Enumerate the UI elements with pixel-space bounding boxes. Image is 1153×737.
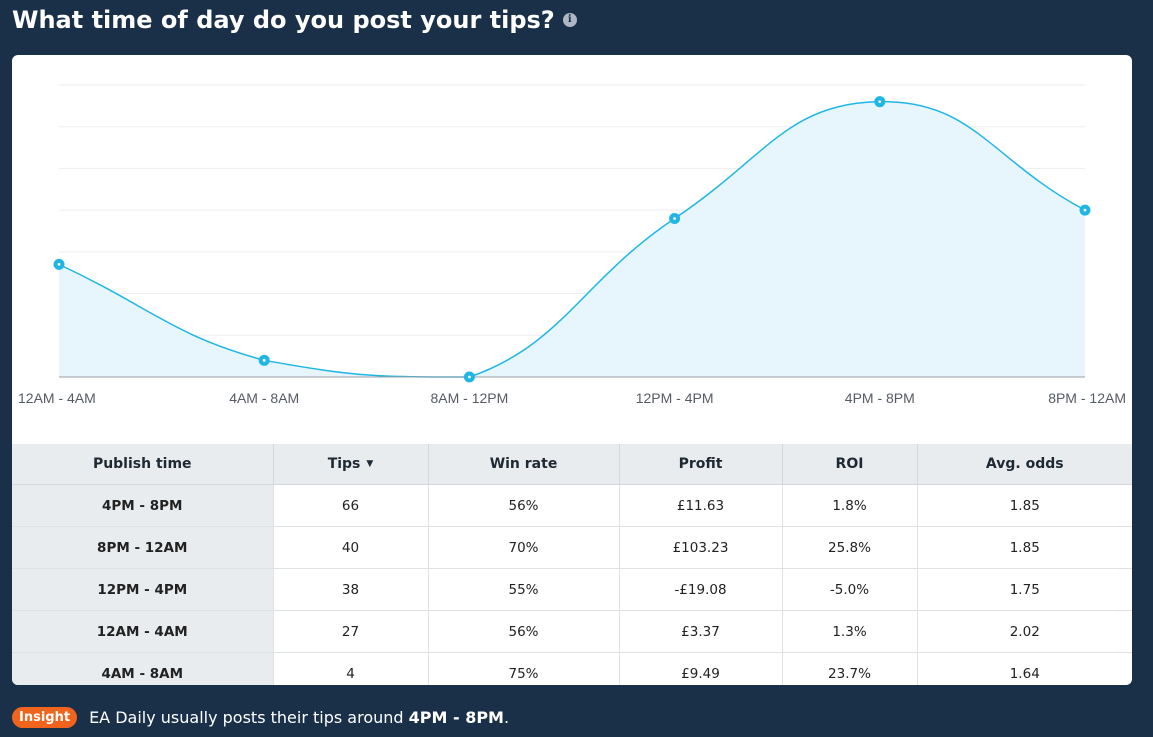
- cell-win-rate: 56%: [428, 484, 620, 527]
- cell-publish-time: 4AM - 8AM: [12, 652, 274, 685]
- cell-avg-odds: 2.02: [917, 610, 1132, 653]
- col-header-avg-odds[interactable]: Avg. odds: [917, 444, 1132, 485]
- insight-text: EA Daily usually posts their tips around…: [89, 708, 510, 727]
- data-point-center: [468, 375, 471, 379]
- cell-tips: 38: [273, 568, 429, 611]
- cell-profit: £3.37: [619, 610, 783, 653]
- cell-win-rate: 56%: [428, 610, 620, 653]
- cell-tips: 40: [273, 526, 429, 569]
- cell-avg-odds: 1.85: [917, 526, 1132, 569]
- cell-roi: -5.0%: [782, 568, 918, 611]
- stats-card: 12AM - 4AM 4AM - 8AM 8AM - 12PM 12PM - 4PM 4…: [12, 55, 1132, 685]
- x-tick-label: 4PM - 8PM: [845, 390, 915, 406]
- cell-profit: £11.63: [619, 484, 783, 527]
- chart-area-fill: [59, 101, 1085, 377]
- cell-win-rate: 55%: [428, 568, 620, 611]
- chart-svg: 12AM - 4AM 4AM - 8AM 8AM - 12PM 12PM - 4PM 4…: [18, 84, 1126, 406]
- data-point-center: [878, 100, 882, 104]
- cell-win-rate: 70%: [428, 526, 620, 569]
- chart-x-labels: 12AM - 4AM 4AM - 8AM 8AM - 12PM 12PM - 4PM 4…: [18, 390, 1126, 406]
- cell-publish-time: 4PM - 8PM: [12, 484, 274, 527]
- table-header-row: Publish time Tips ▼ Win rate Profit ROI A…: [12, 444, 1132, 485]
- col-header-roi[interactable]: ROI: [782, 444, 918, 485]
- col-header-publish-time[interactable]: Publish time: [12, 444, 274, 485]
- cell-avg-odds: 1.75: [917, 568, 1132, 611]
- data-point-center: [1083, 208, 1087, 212]
- data-point-center: [262, 358, 266, 362]
- cell-publish-time: 12AM - 4AM: [12, 610, 274, 653]
- data-point-center: [57, 262, 61, 266]
- table-row: 8PM - 12AM 40 70% £103.23 25.8% 1.85: [12, 526, 1132, 569]
- time-of-day-chart: 12AM - 4AM 4AM - 8AM 8AM - 12PM 12PM - 4PM 4…: [12, 55, 1132, 443]
- cell-roi: 23.7%: [782, 652, 918, 685]
- sort-desc-icon[interactable]: ▼: [366, 459, 374, 469]
- table-row: 4PM - 8PM 66 56% £11.63 1.8% 1.85: [12, 484, 1132, 527]
- col-header-profit[interactable]: Profit: [619, 444, 783, 485]
- data-point-center: [673, 217, 676, 220]
- cell-publish-time: 12PM - 4PM: [12, 568, 274, 611]
- cell-roi: 25.8%: [782, 526, 918, 569]
- cell-roi: 1.8%: [782, 484, 918, 527]
- page-title-text: What time of day do you post your tips?: [12, 6, 555, 34]
- table-row: 12PM - 4PM 38 55% -£19.08 -5.0% 1.75: [12, 568, 1132, 611]
- x-tick-label: 8AM - 12PM: [430, 390, 508, 406]
- x-tick-label: 4AM - 8AM: [229, 390, 299, 406]
- cell-profit: £103.23: [619, 526, 783, 569]
- table-row: 12AM - 4AM 27 56% £3.37 1.3% 2.02: [12, 610, 1132, 653]
- chart-series-line: [58, 100, 1086, 378]
- cell-avg-odds: 1.85: [917, 484, 1132, 527]
- info-icon[interactable]: i: [562, 13, 577, 27]
- col-header-win-rate[interactable]: Win rate: [428, 444, 620, 485]
- cell-publish-time: 8PM - 12AM: [12, 526, 274, 569]
- x-tick-label: 12AM - 4AM: [18, 390, 96, 406]
- cell-tips: 66: [273, 484, 429, 527]
- table-row: 4AM - 8AM 4 75% £9.49 23.7% 1.64: [12, 652, 1132, 685]
- cell-profit: -£19.08: [619, 568, 783, 611]
- cell-tips: 27: [273, 610, 429, 653]
- page-title: What time of day do you post your tips? …: [12, 6, 577, 34]
- cell-avg-odds: 1.64: [917, 652, 1132, 685]
- chart-points: [53, 96, 1091, 383]
- cell-tips: 4: [273, 652, 429, 685]
- cell-profit: £9.49: [619, 652, 783, 685]
- insight-bar: Insight EA Daily usually posts their tip…: [12, 707, 509, 728]
- x-tick-label: 8PM - 12AM: [1048, 390, 1126, 406]
- col-header-tips[interactable]: Tips ▼: [273, 444, 429, 485]
- insight-highlight: 4PM - 8PM: [408, 708, 504, 727]
- insight-badge: Insight: [12, 707, 78, 728]
- stats-table: Publish time Tips ▼ Win rate Profit ROI A…: [12, 444, 1132, 685]
- cell-roi: 1.3%: [782, 610, 918, 653]
- cell-win-rate: 75%: [428, 652, 620, 685]
- chart-grid: [59, 84, 1085, 336]
- x-tick-label: 12PM - 4PM: [636, 390, 714, 406]
